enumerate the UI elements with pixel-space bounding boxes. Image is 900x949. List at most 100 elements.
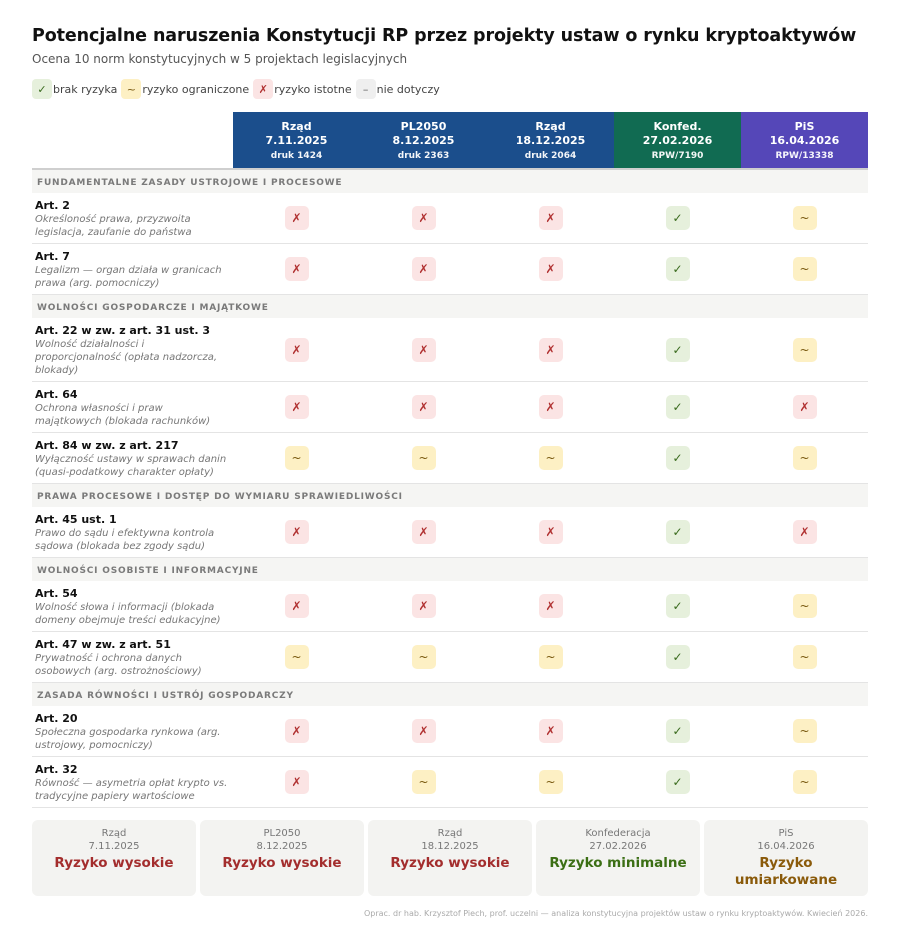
tilde-icon: ~ — [792, 257, 817, 281]
column-header-0: Rząd 7.11.2025 druk 1424 — [233, 112, 360, 168]
section-header: ZASADA RÓWNOŚCI I USTRÓJ GOSPODARCZY — [32, 683, 868, 706]
summary-party: Rząd — [101, 828, 127, 839]
section-header: FUNDAMENTALNE ZASADY USTROJOWE I PROCESO… — [32, 170, 868, 193]
cross-mark-icon: ✗ — [411, 206, 436, 230]
legend-item-na: – nie dotyczy — [355, 79, 442, 99]
table-row: Art. 20 Społeczna gospodarka rynkowa (arg… — [32, 706, 868, 757]
cross-mark-icon: ✗ — [792, 520, 817, 544]
description-line: Legalizm — organ działa w granicach — [35, 265, 222, 276]
description-line: blokady) — [35, 365, 79, 376]
article-name: Art. 47 w zw. z art. 51 — [35, 638, 171, 651]
check-mark-icon: ✓ — [32, 79, 52, 99]
column-code: RPW/7190 — [651, 151, 704, 161]
assessment-cell: ✗ — [233, 706, 360, 756]
row-label: Art. 20 Społeczna gospodarka rynkowa (arg… — [32, 706, 233, 756]
assessment-cell: ~ — [741, 244, 868, 294]
check-mark-icon: ✓ — [665, 645, 690, 669]
cross-mark-icon: ✗ — [411, 395, 436, 419]
tilde-icon: ~ — [792, 206, 817, 230]
summary-date: 18.12.2025 — [421, 841, 479, 852]
row-label: Art. 47 w zw. z art. 51 Prywatność i ochr… — [32, 632, 233, 682]
assessment-cell: ✓ — [614, 433, 741, 483]
assessment-cell: ✗ — [487, 318, 614, 381]
assessment-cell: ✗ — [360, 706, 487, 756]
check-mark-icon: ✓ — [665, 719, 690, 743]
column-code: druk 2064 — [524, 151, 577, 161]
description-line: Wolność słowa i informacji (blokada — [35, 602, 215, 613]
section-header: WOLNOŚCI GOSPODARCZE I MAJĄTKOWE — [32, 295, 868, 318]
article-name: Art. 54 — [35, 587, 78, 600]
article-name: Art. 64 — [35, 388, 78, 401]
tilde-icon: ~ — [792, 770, 817, 794]
table-row: Art. 7 Legalizm — organ działa w granicac… — [32, 244, 868, 295]
article-description: Ochrona własności i praw majątkowych (blo… — [35, 402, 233, 428]
assessment-cell: ✓ — [614, 632, 741, 682]
tilde-icon: ~ — [411, 446, 436, 470]
article-description: Określoność prawa, przyzwoita legislacja,… — [35, 213, 233, 239]
description-line: Prawo do sądu i efektywna kontrola — [35, 528, 215, 539]
assessment-cell: ✗ — [360, 318, 487, 381]
column-header-1: PL2050 8.12.2025 druk 2363 — [360, 112, 487, 168]
assessment-cell: ✓ — [614, 193, 741, 243]
assessment-cell: ✗ — [487, 382, 614, 432]
assessment-cell: ✗ — [360, 244, 487, 294]
column-date: 18.12.2025 — [515, 134, 586, 147]
risk-verdict: Ryzyko umiarkowane — [704, 855, 868, 889]
cross-mark-icon: ✗ — [538, 719, 563, 743]
assessment-cell: ~ — [360, 757, 487, 807]
legend-label: ryzyko ograniczone — [142, 82, 250, 96]
assessment-cell: ✗ — [487, 193, 614, 243]
article-description: Społeczna gospodarka rynkowa (arg. ustroj… — [35, 726, 233, 752]
tilde-icon: ~ — [792, 645, 817, 669]
tilde-icon: ~ — [538, 446, 563, 470]
column-date: 8.12.2025 — [392, 134, 455, 147]
footer-note: Oprac. dr hab. Krzysztof Piech, prof. uc… — [363, 909, 868, 918]
assessment-cell: ✓ — [614, 382, 741, 432]
verdict-line: Ryzyko wysokie — [54, 855, 174, 871]
cross-mark-icon: ✗ — [284, 520, 309, 544]
assessment-cell: ~ — [487, 632, 614, 682]
report: Potencjalne naruszenia Konstytucji RP pr… — [32, 26, 868, 896]
summary-party: PL2050 — [263, 828, 301, 839]
description-line: majątkowych (blokada rachunków) — [35, 416, 211, 427]
row-label: Art. 32 Równość — asymetria opłat krypto … — [32, 757, 233, 807]
description-line: (quasi-podatkowy charakter opłaty) — [35, 467, 214, 478]
assessment-cell: ✓ — [614, 757, 741, 807]
article-description: Równość — asymetria opłat krypto vs. trad… — [35, 777, 233, 803]
summary-date: 8.12.2025 — [256, 841, 308, 852]
tilde-icon: ~ — [411, 770, 436, 794]
tilde-icon: ~ — [284, 645, 309, 669]
summary-party: PiS — [778, 828, 794, 839]
assessment-cell: ~ — [741, 632, 868, 682]
risk-verdict: Ryzyko wysokie — [32, 855, 196, 872]
description-line: Wolność działalności i — [35, 339, 145, 350]
assessment-cell: ✗ — [233, 382, 360, 432]
column-party: Rząd — [281, 120, 312, 133]
assessment-cell: ✗ — [233, 193, 360, 243]
cross-mark-icon: ✗ — [284, 337, 309, 362]
tilde-icon: ~ — [792, 446, 817, 470]
cross-mark-icon: ✗ — [792, 395, 817, 419]
column-header-4: PiS 16.04.2026 RPW/13338 — [741, 112, 868, 168]
assessment-cell: ✗ — [233, 244, 360, 294]
column-party: PL2050 — [400, 120, 447, 133]
table-header: Rząd 7.11.2025 druk 1424 PL2050 8.12.2025 dru… — [32, 112, 868, 170]
tilde-icon: ~ — [121, 79, 142, 99]
summary-card: PL2050 8.12.2025 Ryzyko wysokie — [200, 820, 364, 896]
summary-party: Konfederacja — [585, 828, 651, 839]
assessment-cell: ✗ — [487, 244, 614, 294]
article-name: Art. 32 — [35, 763, 78, 776]
table-row: Art. 22 w zw. z art. 31 ust. 3 Wolność dz… — [32, 318, 868, 382]
description-line: Ochrona własności i praw — [35, 403, 163, 414]
column-date: 16.04.2026 — [769, 134, 840, 147]
row-label: Art. 54 Wolność słowa i informacji (bloka… — [32, 581, 233, 631]
description-line: osobowych (arg. ostrożnościowy) — [35, 666, 202, 677]
page-subtitle: Ocena 10 norm konstytucyjnych w 5 projek… — [32, 52, 408, 66]
article-description: Wolność słowa i informacji (blokada domen… — [35, 601, 233, 627]
summary-card: PiS 16.04.2026 Ryzyko umiarkowane — [704, 820, 868, 896]
description-line: Wyłączność ustawy w sprawach danin — [35, 454, 227, 465]
assessment-cell: ~ — [741, 193, 868, 243]
column-party: PiS — [794, 120, 815, 133]
assessment-cell: ✓ — [614, 318, 741, 381]
description-line: prawa (arg. pomocniczy) — [35, 278, 160, 289]
